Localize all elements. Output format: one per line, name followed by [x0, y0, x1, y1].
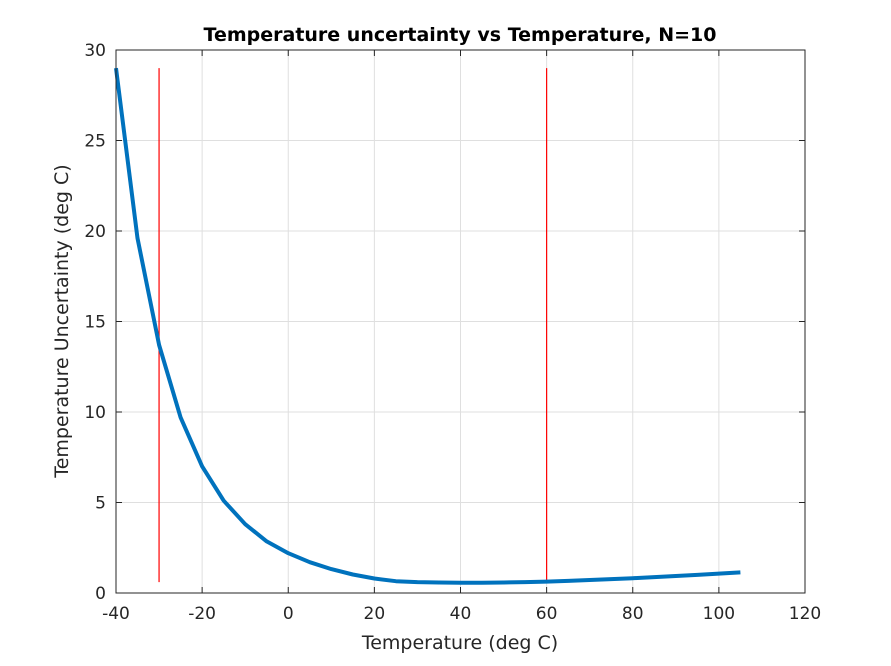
x-tick-label: 40 [450, 604, 472, 624]
y-axis-label: Temperature Uncertainty (deg C) [51, 164, 73, 478]
y-tick-label: 0 [95, 584, 106, 604]
x-tick-label: 100 [703, 604, 735, 624]
x-axis-label: Temperature (deg C) [361, 632, 558, 654]
y-axis-ticks: 0 5 10 15 20 25 30 [84, 41, 805, 604]
y-tick-label: 30 [84, 41, 106, 61]
x-tick-label: -40 [102, 604, 130, 624]
x-tick-label: 60 [536, 604, 558, 624]
series-line [114, 67, 741, 585]
x-tick-label: -20 [188, 604, 216, 624]
y-tick-label: 10 [84, 403, 106, 423]
x-tick-label: 80 [622, 604, 644, 624]
y-tick-label: 5 [95, 494, 106, 514]
series-group [114, 67, 741, 585]
y-tick-label: 20 [84, 222, 106, 242]
y-tick-label: 15 [84, 313, 106, 333]
x-tick-label: 120 [789, 604, 821, 624]
reference-lines [158, 68, 548, 583]
x-axis-ticks: -40 -20 0 20 40 60 80 100 120 [102, 50, 821, 624]
x-tick-label: 20 [364, 604, 386, 624]
y-tick-label: 25 [84, 132, 106, 152]
chart-title: Temperature uncertainty vs Temperature, … [204, 24, 717, 46]
x-tick-label: 0 [283, 604, 294, 624]
